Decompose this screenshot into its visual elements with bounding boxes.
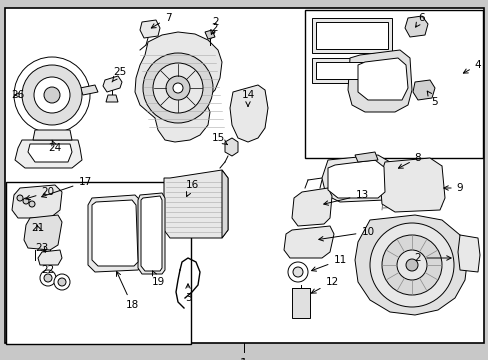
- Polygon shape: [321, 155, 391, 202]
- Polygon shape: [404, 16, 427, 37]
- Text: 7: 7: [151, 13, 171, 28]
- Circle shape: [142, 53, 213, 123]
- Text: 3: 3: [184, 284, 191, 303]
- Bar: [315, 62, 362, 79]
- Polygon shape: [347, 50, 411, 112]
- Text: 12: 12: [311, 277, 338, 293]
- Text: 19: 19: [151, 271, 164, 287]
- Polygon shape: [379, 158, 444, 212]
- Polygon shape: [38, 250, 62, 265]
- Text: 14: 14: [241, 90, 254, 106]
- Text: 18: 18: [116, 271, 138, 310]
- Text: 10: 10: [318, 227, 374, 241]
- Circle shape: [165, 76, 190, 100]
- Text: 21: 21: [31, 223, 44, 233]
- Text: 5: 5: [427, 91, 437, 107]
- Text: 23: 23: [35, 243, 48, 253]
- Bar: [305, 10, 482, 158]
- Text: 2: 2: [211, 23, 218, 33]
- Polygon shape: [457, 235, 479, 272]
- Polygon shape: [354, 152, 377, 162]
- Circle shape: [396, 250, 426, 280]
- Bar: [311, 18, 391, 53]
- Polygon shape: [135, 32, 222, 142]
- Polygon shape: [80, 85, 98, 95]
- Bar: [311, 58, 366, 83]
- Text: 22: 22: [41, 265, 55, 275]
- Circle shape: [153, 63, 203, 113]
- Polygon shape: [163, 170, 227, 238]
- Polygon shape: [24, 215, 62, 250]
- Text: 16: 16: [185, 180, 198, 197]
- Circle shape: [23, 198, 29, 204]
- Text: 25: 25: [112, 67, 126, 82]
- Circle shape: [173, 83, 183, 93]
- Text: 26: 26: [11, 90, 24, 100]
- Polygon shape: [327, 160, 384, 198]
- Circle shape: [34, 77, 70, 113]
- Polygon shape: [33, 130, 72, 140]
- Text: 13: 13: [323, 190, 368, 205]
- Circle shape: [44, 87, 60, 103]
- Circle shape: [44, 274, 52, 282]
- Text: 2: 2: [210, 17, 219, 35]
- Bar: [6, 182, 191, 344]
- Polygon shape: [291, 188, 331, 226]
- Circle shape: [22, 65, 82, 125]
- Circle shape: [369, 223, 453, 307]
- Circle shape: [292, 267, 303, 277]
- Circle shape: [405, 259, 417, 271]
- Circle shape: [14, 57, 90, 133]
- Text: 11: 11: [311, 255, 346, 271]
- Polygon shape: [141, 196, 162, 271]
- Polygon shape: [357, 58, 407, 100]
- Text: 24: 24: [48, 140, 61, 153]
- Polygon shape: [412, 80, 434, 100]
- Polygon shape: [224, 138, 238, 156]
- Polygon shape: [284, 226, 333, 258]
- Text: 4: 4: [463, 60, 480, 73]
- Text: 1: 1: [240, 357, 247, 360]
- Polygon shape: [229, 85, 267, 142]
- Polygon shape: [204, 30, 215, 39]
- Text: 15: 15: [211, 133, 227, 145]
- Polygon shape: [222, 170, 227, 238]
- Polygon shape: [88, 195, 142, 272]
- Circle shape: [381, 235, 441, 295]
- Polygon shape: [354, 215, 467, 315]
- Polygon shape: [92, 200, 138, 266]
- Polygon shape: [103, 76, 122, 92]
- Text: 17: 17: [41, 177, 91, 197]
- Polygon shape: [231, 90, 267, 138]
- Text: 2: 2: [414, 253, 450, 263]
- Text: 9: 9: [443, 183, 462, 193]
- Polygon shape: [15, 140, 82, 168]
- Text: 6: 6: [415, 13, 425, 27]
- Polygon shape: [28, 144, 72, 162]
- Circle shape: [40, 270, 56, 286]
- Polygon shape: [138, 193, 164, 274]
- Circle shape: [58, 278, 66, 286]
- Text: 20: 20: [26, 187, 55, 200]
- Polygon shape: [12, 185, 62, 218]
- Bar: [315, 22, 387, 49]
- Polygon shape: [106, 95, 118, 102]
- Circle shape: [287, 262, 307, 282]
- Text: 8: 8: [398, 153, 421, 168]
- Bar: [291, 288, 309, 318]
- Polygon shape: [140, 20, 160, 38]
- Circle shape: [54, 274, 70, 290]
- Circle shape: [29, 201, 35, 207]
- Circle shape: [17, 195, 23, 201]
